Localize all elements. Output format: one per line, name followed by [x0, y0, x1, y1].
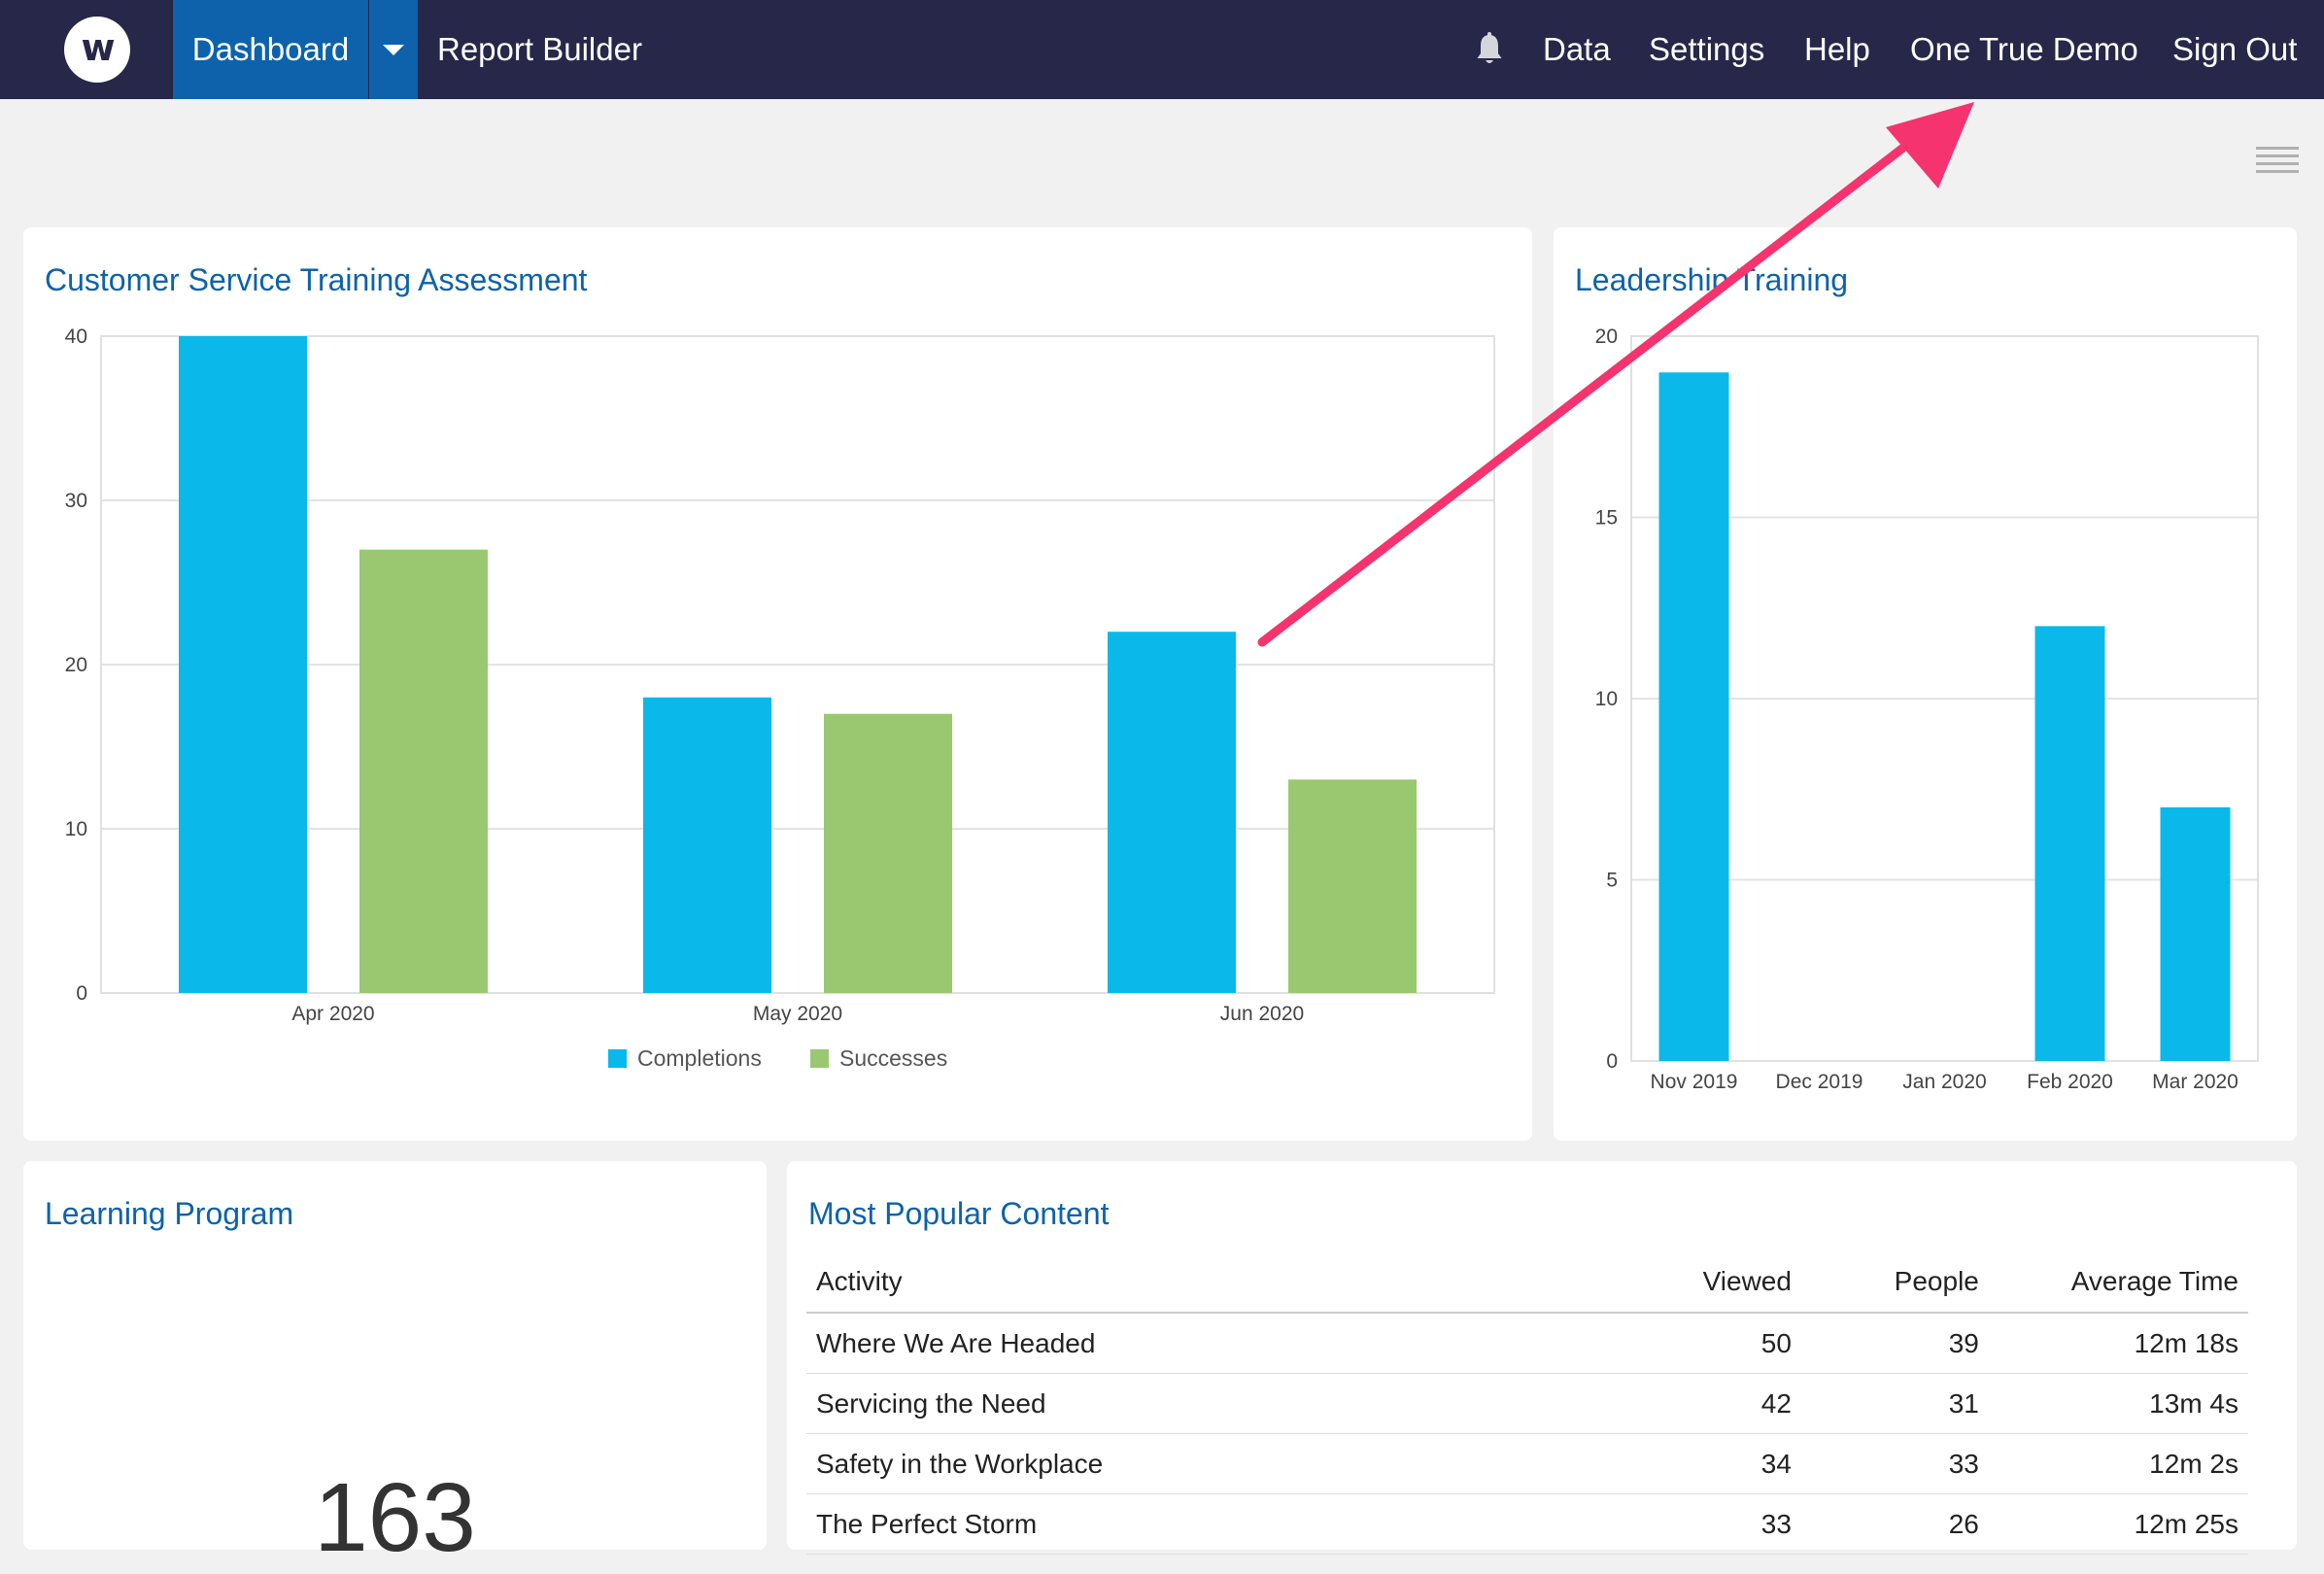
y-tick-label: 15: [1595, 507, 1618, 530]
legend-label: Completions: [637, 1045, 762, 1071]
table-row[interactable]: The Perfect Storm 33 26 12m 25s: [806, 1493, 2248, 1555]
logo-text: w: [81, 26, 115, 69]
x-tick-label: Mar 2020: [2152, 1071, 2239, 1093]
x-tick-label: Apr 2020: [291, 1003, 374, 1025]
dashboard-nav-button[interactable]: Dashboard: [173, 0, 368, 99]
bar-value: [1658, 372, 1729, 1061]
account-link[interactable]: One True Demo: [1910, 31, 2138, 67]
chevron-down-icon: [383, 44, 404, 55]
people-cell: 33: [1800, 1433, 1989, 1494]
y-tick-label: 5: [1606, 870, 1618, 892]
x-tick-label: Nov 2019: [1651, 1071, 1738, 1093]
data-link[interactable]: Data: [1543, 31, 1611, 67]
legend-swatch: [810, 1049, 829, 1068]
help-link[interactable]: Help: [1804, 31, 1870, 67]
people-cell: 26: [1800, 1493, 1989, 1555]
table-row[interactable]: Safety in the Workplace 34 33 12m 2s: [806, 1433, 2248, 1494]
column-header-viewed[interactable]: Viewed: [1599, 1251, 1801, 1314]
menu-icon[interactable]: [2256, 147, 2299, 182]
people-cell: 31: [1800, 1373, 1989, 1434]
table-row[interactable]: Where We Are Headed 50 39 12m 18s: [806, 1313, 2248, 1374]
column-header-people[interactable]: People: [1800, 1251, 1989, 1314]
learning-program-card: Learning Program 163: [23, 1161, 767, 1572]
activity-cell: The Perfect Storm: [806, 1493, 1600, 1555]
average-time-cell: 12m 2s: [1988, 1433, 2248, 1494]
popular-content-title: Most Popular Content: [808, 1196, 1110, 1231]
y-tick-label: 20: [1595, 325, 1618, 348]
logo[interactable]: w: [64, 17, 130, 83]
plot-frame: [1630, 335, 2259, 1062]
column-header-activity[interactable]: Activity: [806, 1251, 1600, 1314]
leadership-chart: 0 5 10 15 20 Nov 2019 Dec 2019 Jan 2020 Feb 2020…: [1595, 325, 2259, 1093]
dashboard-dropdown-toggle[interactable]: [369, 0, 418, 99]
sign-out-link[interactable]: Sign Out: [2172, 31, 2298, 67]
column-header-average-time[interactable]: Average Time: [1988, 1251, 2248, 1314]
bar-value: [2034, 626, 2105, 1061]
average-time-cell: 12m 25s: [1988, 1493, 2248, 1555]
viewed-cell: 34: [1599, 1433, 1801, 1494]
leadership-card: Leadership Training 0 5 10 15 20 Nov 2019 Dec …: [1554, 227, 2297, 1141]
top-navbar: w Dashboard Report Builder Data Settings…: [0, 0, 2324, 99]
x-tick-label: Feb 2020: [2027, 1071, 2113, 1093]
y-tick-label: 40: [65, 325, 87, 348]
bar-successes: [1288, 779, 1417, 993]
plot-frame: [100, 335, 1495, 994]
bar-successes: [824, 713, 952, 993]
bar-completions: [179, 336, 307, 993]
viewed-cell: 42: [1599, 1373, 1801, 1434]
popular-content-table: Activity Viewed People Average Time Wher…: [806, 1251, 2248, 1555]
settings-link[interactable]: Settings: [1649, 31, 1765, 67]
x-tick-label: Jun 2020: [1220, 1003, 1304, 1025]
x-tick-label: May 2020: [753, 1003, 842, 1025]
activity-cell: Safety in the Workplace: [806, 1433, 1600, 1494]
customer-service-title: Customer Service Training Assessment: [45, 262, 588, 297]
legend-label: Successes: [839, 1045, 947, 1071]
table-row[interactable]: Servicing the Need 42 31 13m 4s: [806, 1373, 2248, 1434]
viewed-cell: 50: [1599, 1313, 1801, 1374]
bar-value: [2160, 806, 2231, 1061]
table-header-row: Activity Viewed People Average Time: [806, 1251, 2248, 1314]
y-tick-label: 0: [76, 982, 87, 1005]
average-time-cell: 12m 18s: [1988, 1313, 2248, 1374]
x-tick-label: Dec 2019: [1776, 1071, 1863, 1093]
activity-cell: Servicing the Need: [806, 1373, 1600, 1434]
people-cell: 39: [1800, 1313, 1989, 1374]
y-tick-label: 20: [65, 654, 87, 676]
customer-service-chart: 0 10 20 30 40 Apr 2020 May 2020 Jun 2020 Complet…: [65, 325, 1495, 1071]
popular-content-card: Most Popular Content Activity Viewed Peo…: [787, 1161, 2297, 1555]
average-time-cell: 13m 4s: [1988, 1373, 2248, 1434]
viewed-cell: 33: [1599, 1493, 1801, 1555]
bar-completions: [1108, 632, 1236, 993]
y-tick-label: 10: [65, 818, 87, 840]
bar-successes: [359, 549, 488, 993]
customer-service-card: Customer Service Training Assessment 0 10…: [23, 227, 1532, 1141]
learning-program-value: 163: [314, 1463, 476, 1572]
report-builder-link[interactable]: Report Builder: [437, 31, 642, 67]
legend-swatch: [608, 1049, 627, 1068]
x-tick-label: Jan 2020: [1902, 1071, 1986, 1093]
y-tick-label: 30: [65, 490, 87, 512]
y-tick-label: 10: [1595, 688, 1618, 710]
bar-completions: [643, 697, 771, 993]
activity-cell: Where We Are Headed: [806, 1313, 1600, 1374]
y-tick-label: 0: [1606, 1050, 1618, 1073]
learning-program-title: Learning Program: [45, 1196, 294, 1231]
bell-icon[interactable]: [1475, 32, 1504, 67]
